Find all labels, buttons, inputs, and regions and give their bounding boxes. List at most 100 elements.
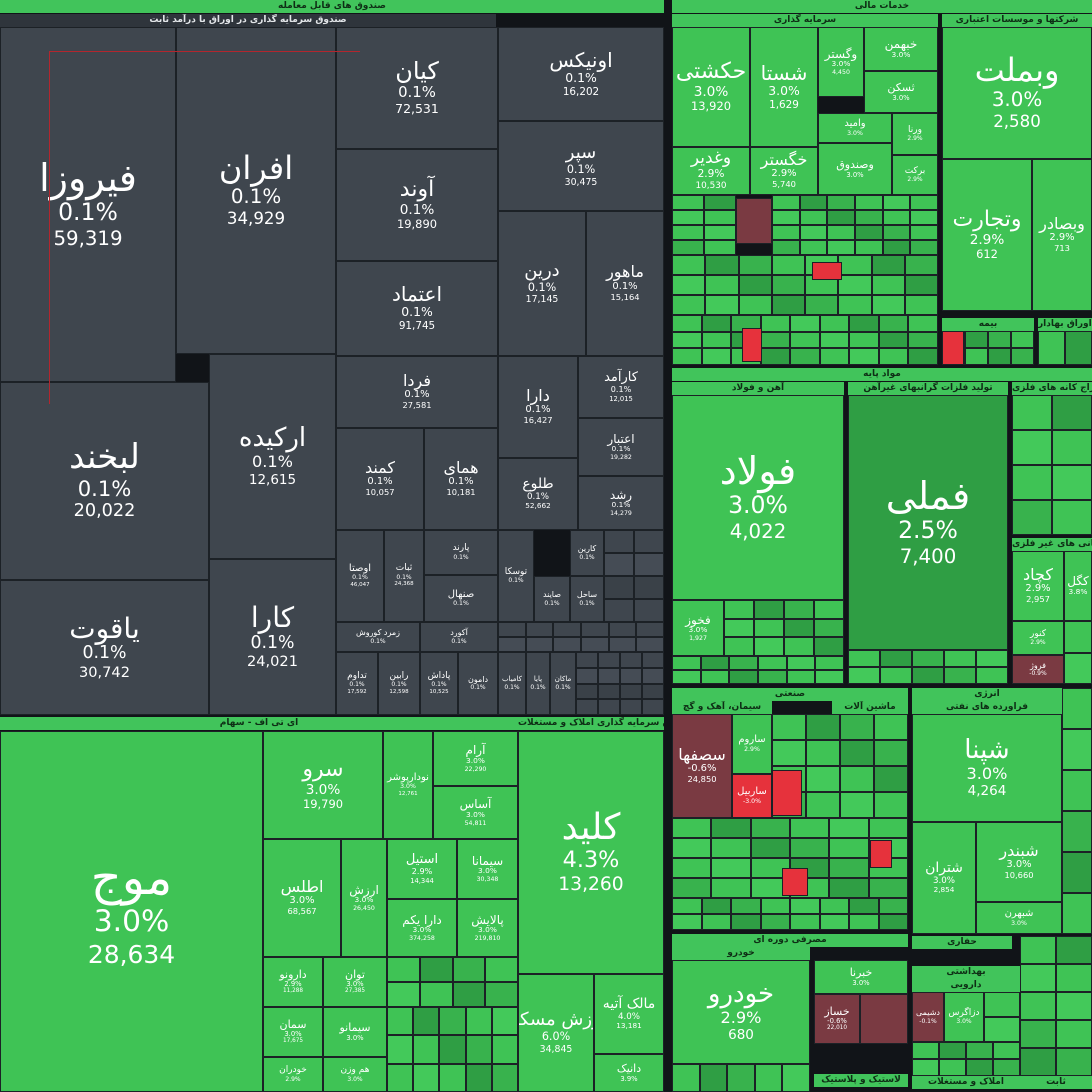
treemap-small-tile[interactable] xyxy=(984,992,1020,1017)
treemap-tile[interactable]: زمرد کوروش 0.1% xyxy=(336,622,420,652)
treemap-tile[interactable]: خبهمن 3.0% xyxy=(864,27,938,71)
treemap-small-tile[interactable] xyxy=(419,957,453,982)
treemap-small-tile[interactable] xyxy=(525,622,554,637)
treemap-small-tile-negative[interactable] xyxy=(812,262,842,280)
treemap-small-tile[interactable] xyxy=(705,275,739,295)
treemap-small-tile[interactable] xyxy=(772,225,800,240)
treemap-small-tile[interactable] xyxy=(790,838,830,858)
treemap-small-tile[interactable] xyxy=(581,622,609,637)
treemap-small-tile[interactable] xyxy=(790,818,830,838)
treemap-small-tile[interactable] xyxy=(849,898,879,914)
treemap-small-tile[interactable] xyxy=(871,275,905,295)
treemap-small-tile[interactable] xyxy=(598,683,620,700)
treemap-small-tile[interactable] xyxy=(672,331,702,349)
treemap-small-tile[interactable] xyxy=(731,898,761,914)
treemap-tile[interactable]: کارآمد 0.1% 12,015 xyxy=(578,356,664,418)
treemap-tile[interactable]: ساحل 0.1% xyxy=(570,576,604,622)
treemap-small-tile[interactable] xyxy=(672,255,706,275)
treemap-small-tile[interactable] xyxy=(784,637,814,656)
treemap-small-tile[interactable] xyxy=(988,348,1011,365)
treemap-small-tile[interactable] xyxy=(871,295,905,315)
treemap-small-tile[interactable] xyxy=(642,683,664,700)
treemap-small-tile[interactable] xyxy=(829,878,869,898)
treemap-small-tile[interactable] xyxy=(904,295,938,315)
treemap-small-tile[interactable] xyxy=(814,600,844,619)
treemap-small-tile[interactable] xyxy=(784,618,814,638)
treemap-small-tile[interactable] xyxy=(758,670,787,684)
treemap-tile[interactable]: توان 3.0% 27,385 xyxy=(323,957,387,1007)
treemap-small-tile[interactable] xyxy=(754,600,784,619)
treemap-small-tile[interactable] xyxy=(912,1042,939,1059)
treemap-small-tile[interactable] xyxy=(880,650,912,667)
treemap-small-tile[interactable] xyxy=(910,210,938,225)
treemap-tile[interactable]: وبصادر 2.9% 713 xyxy=(1032,159,1092,311)
treemap-small-tile[interactable] xyxy=(498,637,526,652)
treemap-tile[interactable]: توسکا 0.1% xyxy=(498,530,534,622)
treemap-small-tile[interactable] xyxy=(704,240,736,255)
treemap-small-tile[interactable] xyxy=(772,240,800,255)
treemap-small-tile[interactable] xyxy=(576,667,598,684)
treemap-small-tile[interactable] xyxy=(704,210,736,225)
treemap-tile[interactable]: شبهرن 3.0% xyxy=(976,902,1062,934)
treemap-small-tile[interactable] xyxy=(701,914,731,930)
treemap-small-tile[interactable] xyxy=(754,618,784,638)
treemap-small-tile[interactable] xyxy=(672,348,702,365)
treemap-small-tile[interactable] xyxy=(878,898,908,914)
treemap-small-tile[interactable] xyxy=(525,637,554,652)
treemap-tile[interactable]: اوصتا 0.1% 46,047 xyxy=(336,530,384,622)
treemap-small-tile[interactable] xyxy=(827,195,855,210)
treemap-small-tile[interactable] xyxy=(1064,652,1092,684)
treemap-small-tile[interactable] xyxy=(465,1035,492,1064)
treemap-small-tile[interactable] xyxy=(799,195,828,210)
treemap-small-tile[interactable] xyxy=(729,670,758,684)
treemap-small-tile[interactable] xyxy=(1020,936,1056,964)
treemap-small-tile[interactable] xyxy=(827,240,855,255)
treemap-small-tile[interactable] xyxy=(815,656,844,670)
treemap-small-tile[interactable] xyxy=(827,225,855,240)
treemap-small-tile[interactable] xyxy=(993,1042,1020,1059)
treemap-small-tile[interactable] xyxy=(672,315,702,332)
treemap-small-tile[interactable] xyxy=(608,637,637,652)
treemap-small-tile-negative[interactable] xyxy=(782,868,808,896)
treemap-small-tile-negative[interactable] xyxy=(772,770,802,816)
treemap-tile[interactable]: هم وزن 3.0% xyxy=(323,1057,387,1092)
treemap-small-tile[interactable] xyxy=(868,878,908,898)
treemap-small-tile[interactable] xyxy=(819,898,849,914)
treemap-small-tile[interactable] xyxy=(387,1035,414,1064)
treemap-tile[interactable]: خگستر 2.9% 5,740 xyxy=(750,147,818,195)
treemap-tile[interactable]: سصفها -0.6% 24,850 xyxy=(672,714,732,818)
treemap-small-tile[interactable] xyxy=(849,348,879,365)
treemap-small-tile[interactable] xyxy=(1062,729,1092,770)
treemap-small-tile[interactable] xyxy=(672,195,704,210)
treemap-small-tile[interactable] xyxy=(1062,893,1092,934)
treemap-small-tile[interactable] xyxy=(1062,852,1092,893)
treemap-small-tile[interactable] xyxy=(760,315,791,332)
treemap-tile[interactable]: ارکیده 0.1% 12,615 xyxy=(209,354,336,559)
treemap-small-tile[interactable] xyxy=(806,766,840,792)
treemap-small-tile[interactable] xyxy=(672,818,712,838)
treemap-small-tile[interactable] xyxy=(620,699,642,715)
treemap-tile[interactable]: خبرنا 3.0% xyxy=(814,960,908,994)
treemap-small-tile[interactable] xyxy=(908,331,938,349)
treemap-small-tile[interactable] xyxy=(939,1059,966,1076)
treemap-small-tile[interactable] xyxy=(701,348,732,365)
treemap-small-tile[interactable] xyxy=(910,195,938,210)
treemap-small-tile[interactable] xyxy=(634,530,664,553)
treemap-small-tile[interactable] xyxy=(711,858,751,878)
treemap-tile[interactable]: ساروم 2.9% xyxy=(732,714,772,774)
treemap-small-tile[interactable] xyxy=(799,240,828,255)
treemap-small-tile[interactable] xyxy=(491,1007,518,1036)
treemap-small-tile[interactable] xyxy=(912,667,944,684)
treemap-tile[interactable]: دارا 0.1% 16,427 xyxy=(498,356,578,458)
treemap-small-tile[interactable] xyxy=(786,656,816,670)
treemap-small-tile[interactable] xyxy=(634,576,664,599)
treemap-small-tile[interactable] xyxy=(790,315,820,332)
treemap-tile[interactable]: اعتماد 0.1% 91,745 xyxy=(336,261,498,356)
treemap-small-tile[interactable] xyxy=(699,1064,728,1092)
treemap-small-tile[interactable] xyxy=(491,1035,518,1064)
treemap-small-tile[interactable] xyxy=(1020,964,1056,992)
treemap-small-tile[interactable] xyxy=(387,982,420,1007)
treemap-small-tile[interactable] xyxy=(498,622,526,637)
treemap-tile[interactable]: کنور 2.9% xyxy=(1012,621,1064,655)
treemap-small-tile[interactable] xyxy=(387,1063,414,1092)
